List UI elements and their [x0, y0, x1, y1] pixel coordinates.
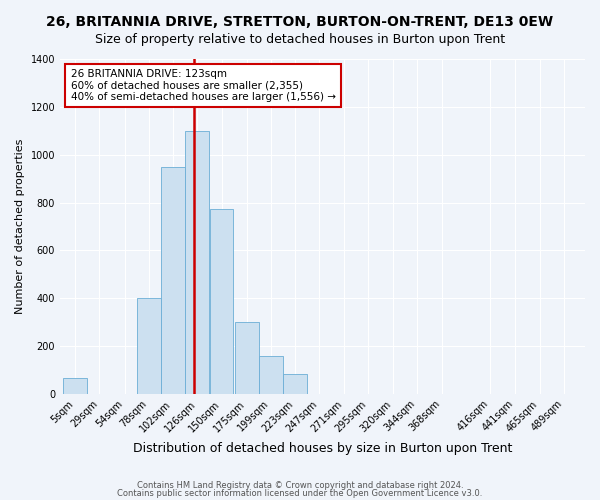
Y-axis label: Number of detached properties: Number of detached properties: [15, 139, 25, 314]
Text: 26 BRITANNIA DRIVE: 123sqm
60% of detached houses are smaller (2,355)
40% of sem: 26 BRITANNIA DRIVE: 123sqm 60% of detach…: [71, 69, 335, 102]
Bar: [283, 374, 307, 394]
Bar: [235, 322, 259, 394]
X-axis label: Distribution of detached houses by size in Burton upon Trent: Distribution of detached houses by size …: [133, 442, 512, 455]
Bar: [259, 356, 283, 394]
Text: Contains HM Land Registry data © Crown copyright and database right 2024.: Contains HM Land Registry data © Crown c…: [137, 481, 463, 490]
Bar: [210, 208, 233, 394]
Bar: [64, 378, 87, 394]
Text: Size of property relative to detached houses in Burton upon Trent: Size of property relative to detached ho…: [95, 32, 505, 46]
Bar: [185, 131, 209, 394]
Bar: [137, 298, 161, 394]
Bar: [161, 166, 185, 394]
Text: Contains public sector information licensed under the Open Government Licence v3: Contains public sector information licen…: [118, 488, 482, 498]
Text: 26, BRITANNIA DRIVE, STRETTON, BURTON-ON-TRENT, DE13 0EW: 26, BRITANNIA DRIVE, STRETTON, BURTON-ON…: [46, 15, 554, 29]
